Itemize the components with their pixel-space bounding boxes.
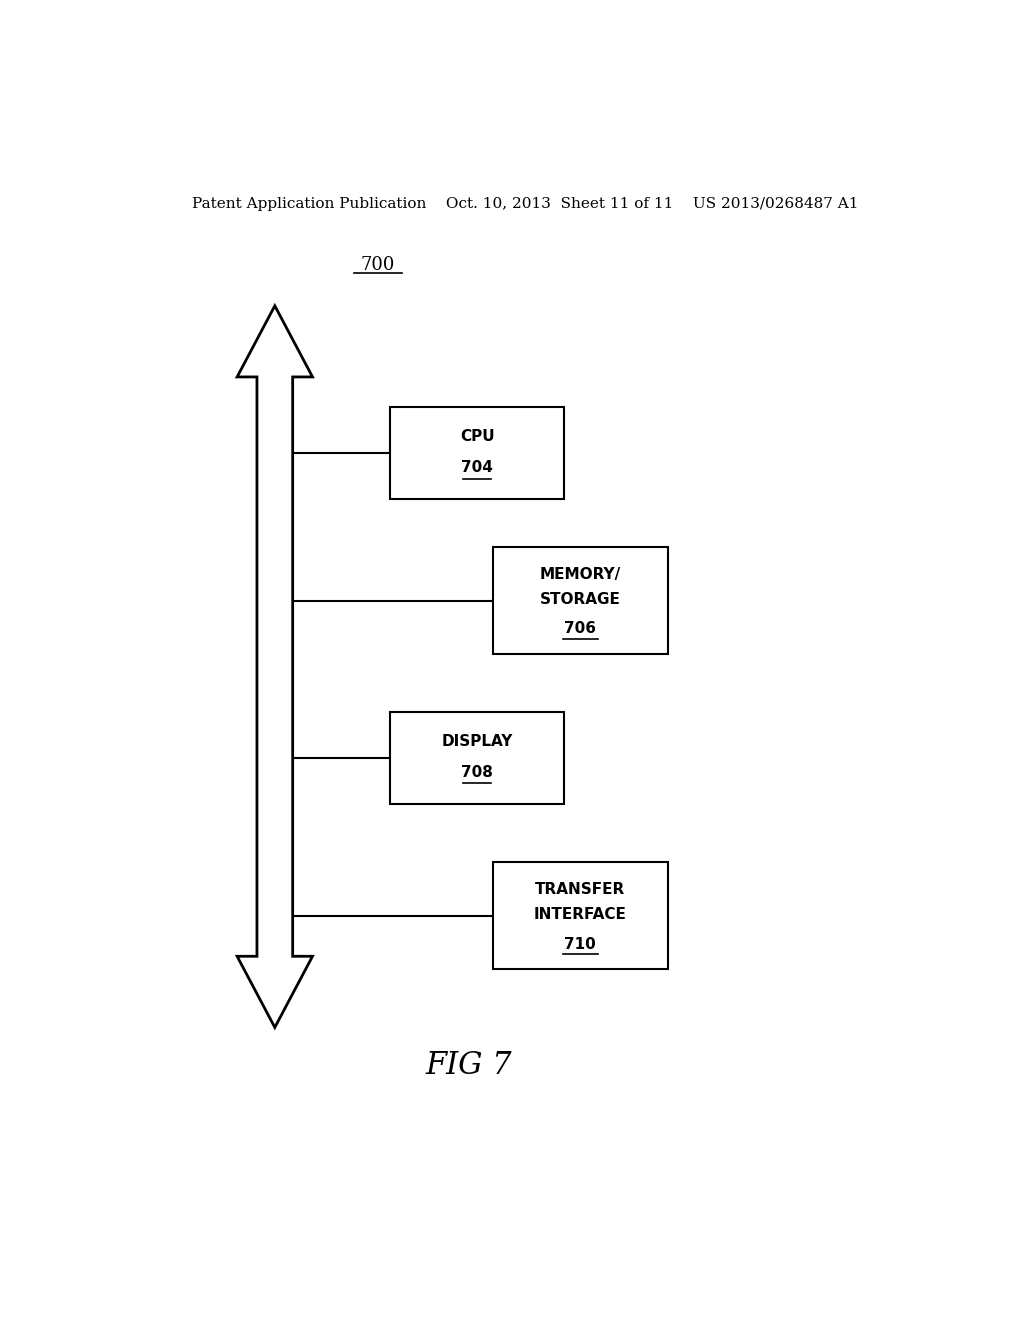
Bar [390, 408, 564, 499]
Text: STORAGE: STORAGE [540, 591, 621, 607]
Text: DISPLAY: DISPLAY [441, 734, 513, 750]
Polygon shape [238, 306, 312, 1027]
Text: Patent Application Publication    Oct. 10, 2013  Sheet 11 of 11    US 2013/02684: Patent Application Publication Oct. 10, … [191, 197, 858, 211]
Text: 710: 710 [564, 937, 596, 952]
Text: INTERFACE: INTERFACE [534, 907, 627, 923]
Text: FIG 7: FIG 7 [426, 1049, 513, 1081]
Text: 704: 704 [461, 459, 494, 475]
Text: 700: 700 [360, 256, 395, 275]
Text: TRANSFER: TRANSFER [536, 882, 626, 896]
Text: CPU: CPU [460, 429, 495, 445]
Bar [494, 548, 668, 653]
Text: MEMORY/: MEMORY/ [540, 566, 621, 582]
Text: 708: 708 [461, 764, 494, 780]
Bar [390, 713, 564, 804]
Bar [494, 862, 668, 969]
Text: 706: 706 [564, 622, 596, 636]
